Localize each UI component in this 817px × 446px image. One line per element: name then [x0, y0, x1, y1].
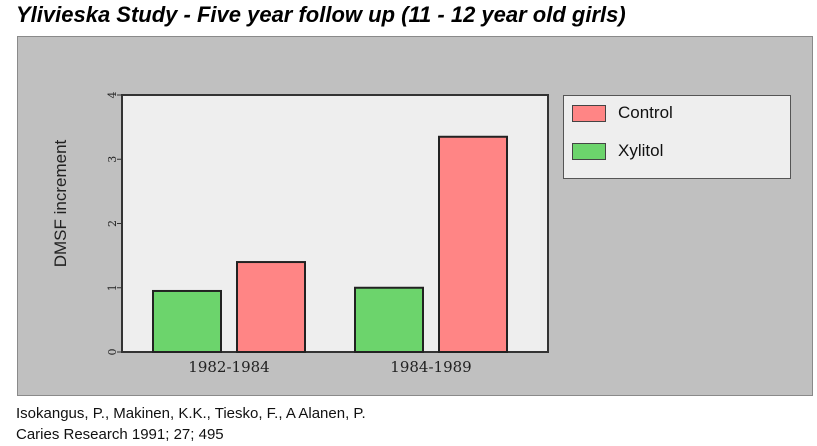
y-tick-label-2: 2: [106, 220, 119, 227]
y-tick-label-0: 0: [106, 349, 119, 356]
legend-item-control: Control: [572, 102, 673, 124]
x-tick-label-1984-1989: 1984-1989: [390, 358, 471, 376]
y-tick-label-3: 3: [106, 156, 119, 163]
legend-item-xylitol: Xylitol: [572, 140, 663, 162]
x-tick-label-1982-1984: 1982-1984: [188, 358, 269, 376]
bar-control-1982-1984: [236, 261, 306, 353]
citation-journal: Caries Research 1991; 27; 495: [16, 426, 224, 443]
bar-control-1984-1989: [438, 135, 508, 353]
chart-title: Ylivieska Study - Five year follow up (1…: [16, 2, 626, 27]
legend-label-control: Control: [618, 103, 673, 122]
legend-swatch-control: [572, 104, 606, 122]
bar-xylitol-1984-1989: [354, 286, 424, 353]
citation-authors: Isokangus, P., Makinen, K.K., Tiesko, F.…: [16, 405, 366, 422]
y-axis-label: DMSF increment: [51, 139, 70, 267]
y-tick-label-4: 4: [106, 92, 119, 99]
bar-xylitol-1982-1984: [152, 289, 222, 353]
legend-swatch-xylitol: [572, 142, 606, 160]
legend: Control Xylitol: [563, 95, 791, 179]
y-tick-label-1: 1: [106, 284, 119, 291]
legend-label-xylitol: Xylitol: [618, 141, 664, 160]
